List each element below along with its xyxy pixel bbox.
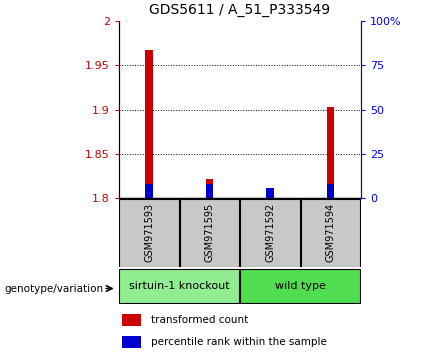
Bar [301, 199, 360, 267]
Text: GSM971594: GSM971594 [326, 203, 336, 262]
Text: percentile rank within the sample: percentile rank within the sample [151, 337, 327, 347]
Text: GSM971592: GSM971592 [265, 203, 275, 262]
Bar [122, 314, 141, 326]
Bar [146, 184, 153, 198]
Bar [119, 269, 239, 303]
Bar [267, 188, 274, 198]
Bar [240, 199, 300, 267]
Bar [180, 199, 239, 267]
Bar [327, 184, 334, 198]
Bar [122, 336, 141, 348]
Text: transformed count: transformed count [151, 315, 248, 325]
Text: wild type: wild type [275, 281, 326, 291]
Bar [240, 269, 360, 303]
Bar [327, 107, 334, 198]
Text: sirtuin-1 knockout: sirtuin-1 knockout [129, 281, 230, 291]
Text: genotype/variation: genotype/variation [4, 284, 103, 293]
Title: GDS5611 / A_51_P333549: GDS5611 / A_51_P333549 [149, 4, 330, 17]
Text: GSM971595: GSM971595 [205, 203, 215, 262]
Bar [146, 50, 153, 198]
Bar [206, 179, 213, 198]
Text: GSM971593: GSM971593 [144, 203, 154, 262]
Bar [206, 184, 213, 198]
Bar [119, 199, 179, 267]
